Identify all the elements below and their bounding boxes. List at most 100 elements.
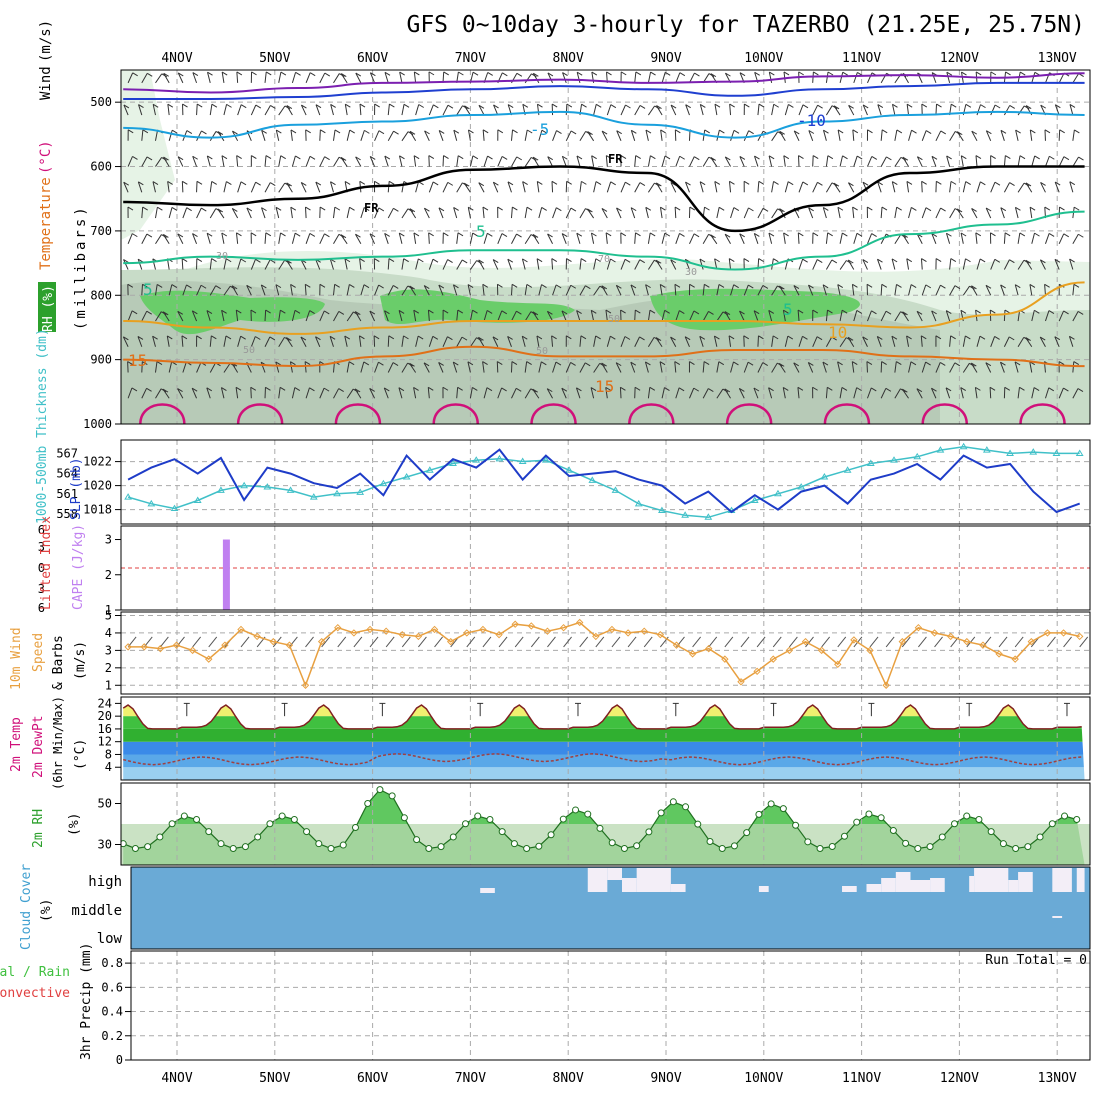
wind-speed-marker	[930, 629, 939, 637]
wind-barb-flag	[453, 361, 459, 366]
wind-barb-flag	[512, 129, 518, 134]
wind-barb	[384, 72, 389, 84]
wind-barb-flag	[235, 386, 242, 391]
wind-barb	[798, 181, 804, 193]
wind-speed-marker	[221, 641, 229, 649]
wind-barb	[976, 104, 981, 116]
rh-label-70: 70	[598, 254, 610, 265]
wind-barb	[931, 310, 937, 322]
isotherm-20-arc	[432, 403, 479, 424]
wind-barb	[661, 233, 666, 244]
wind-barb-flag	[432, 258, 439, 263]
wind-barb-flag	[492, 336, 499, 341]
wind-barb	[935, 285, 941, 296]
wind-barb	[823, 130, 827, 141]
wind-barb-flag	[881, 283, 888, 288]
wind-barb-flag	[1004, 232, 1011, 237]
wind-barb	[413, 387, 417, 399]
wind-barb-flag	[295, 71, 301, 76]
wind-barb-flag	[1048, 310, 1055, 315]
wind-barb-flag	[240, 258, 247, 263]
wind-barb	[177, 311, 184, 322]
rh2m-marker	[620, 845, 628, 853]
wind-barb-flag	[340, 156, 347, 161]
temp-tick-label: 4	[105, 760, 112, 774]
wind-barb-flag	[802, 258, 808, 263]
thickness-marker	[611, 486, 620, 493]
wind-barb	[387, 285, 394, 296]
wind-barb	[456, 387, 459, 399]
wind-barb-flag	[131, 310, 138, 315]
wind-barb-flag	[507, 336, 513, 340]
wind-barb	[206, 233, 211, 244]
wind-barb	[1072, 388, 1079, 399]
wind-barb-flag	[591, 71, 598, 76]
wind-barb-flag	[616, 284, 622, 289]
wind-barb-flag	[236, 155, 242, 160]
wind-barb	[1031, 233, 1035, 244]
rh2m-marker	[657, 809, 665, 817]
wind-barb-flag	[946, 71, 953, 76]
surface-wind-barb	[547, 636, 556, 648]
temp2m-grid	[176, 697, 1058, 780]
wind-barb	[427, 387, 430, 399]
wind-barb	[315, 181, 321, 193]
wind-barb-flag	[739, 387, 745, 392]
wind-barb	[1029, 129, 1033, 141]
wind-barb-flag	[1034, 309, 1040, 314]
wind-barb-flag	[369, 310, 376, 315]
wind-barb	[1017, 105, 1025, 116]
wind-barb-flag	[432, 335, 439, 340]
wind-barb	[285, 337, 293, 348]
wind-barb	[634, 232, 637, 244]
wind-barb-flag	[650, 155, 656, 160]
wind-barb	[833, 105, 841, 116]
wind-barb	[894, 234, 902, 245]
wind-barb-flag	[758, 335, 764, 340]
surface-wind-barb	[692, 636, 701, 648]
wind-barb	[358, 335, 362, 347]
wind-barb-flag	[827, 232, 833, 237]
wind-barb	[848, 182, 855, 193]
rh2m-marker	[975, 816, 983, 824]
wind-barb	[442, 259, 449, 270]
contour-label-5b: 5	[143, 280, 153, 299]
wind-barb-flag	[225, 335, 232, 340]
rh2m-marker	[633, 842, 641, 850]
wind-barb-flag	[191, 387, 198, 392]
wind-barb	[492, 259, 499, 270]
wind-barb-flag	[581, 180, 587, 185]
cape-frame	[120, 525, 1091, 611]
thickness-tick-label: 567	[56, 446, 78, 460]
wind-barb-flag	[1048, 387, 1055, 392]
wind-barb	[401, 335, 404, 347]
wind-barb	[839, 310, 843, 322]
wind-barb	[825, 155, 829, 167]
wind-barb	[319, 233, 325, 244]
wind-barb	[839, 387, 843, 399]
wind-barb-flag	[556, 130, 562, 134]
wind-barb-flag	[338, 388, 344, 392]
surface-wind-barb	[385, 636, 395, 648]
wind-barb	[319, 72, 326, 84]
wind-barb	[168, 207, 173, 219]
wind-barb	[304, 207, 307, 219]
wind-barb	[355, 233, 362, 245]
temp2m-fill-layer	[122, 702, 1085, 780]
wind-barb-flag	[309, 387, 315, 392]
rh2m-lower-band	[121, 824, 1090, 865]
wind-barb-flag	[142, 129, 149, 134]
wind-barb	[162, 234, 170, 245]
thickness-marker	[379, 479, 388, 487]
wind-barb	[355, 156, 362, 167]
wind-barb-flag	[808, 207, 814, 212]
wind-barb	[579, 258, 582, 270]
wind-barb	[551, 258, 554, 270]
wind-barb	[894, 388, 901, 399]
wind-barb	[536, 335, 540, 347]
label-convective: Convective	[0, 986, 70, 1001]
isotherm-20-arc	[628, 403, 675, 424]
cloud-clear-patch	[1076, 868, 1085, 892]
